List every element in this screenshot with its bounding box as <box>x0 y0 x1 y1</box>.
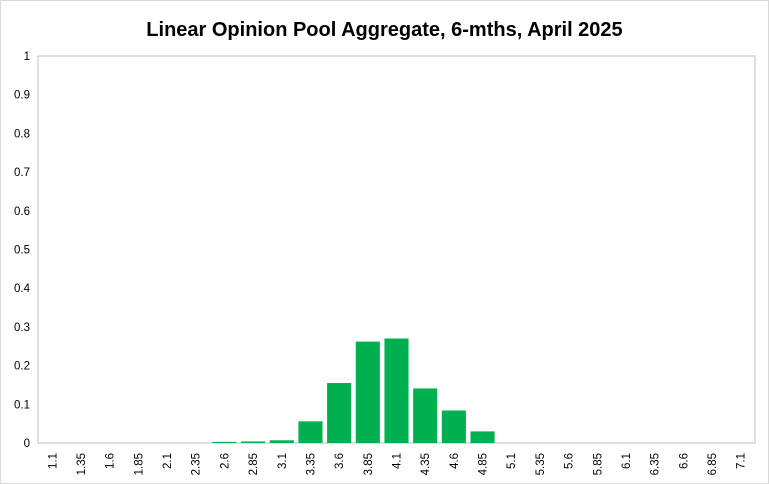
x-tick-label: 2.6 <box>219 453 231 469</box>
bar <box>327 383 352 443</box>
x-tick-label: 1.35 <box>76 453 88 475</box>
y-tick-label: 1 <box>24 51 30 63</box>
x-tick-label: 5.35 <box>535 453 547 475</box>
chart-title: Linear Opinion Pool Aggregate, 6-mths, A… <box>146 19 623 41</box>
bar <box>241 441 266 443</box>
bar <box>384 338 409 443</box>
y-tick-label: 0.9 <box>14 90 30 102</box>
x-tick-label: 2.35 <box>191 453 203 475</box>
x-tick-label: 3.6 <box>334 453 346 469</box>
x-tick-label: 1.1 <box>47 453 59 469</box>
x-tick-label: 4.1 <box>392 453 404 469</box>
bar <box>212 441 237 443</box>
x-tick-label: 4.6 <box>449 453 461 469</box>
x-tick-label: 1.85 <box>133 453 145 475</box>
y-tick-label: 0.1 <box>14 399 30 411</box>
x-tick-label: 1.6 <box>105 453 117 469</box>
x-tick-label: 3.1 <box>277 453 289 469</box>
bars <box>212 338 495 443</box>
y-tick-label: 0.4 <box>14 283 31 295</box>
x-tick-label: 4.35 <box>420 453 432 475</box>
x-axis: 1.1 1.35 1.6 1.85 2.1 2.35 2.6 2.85 3.1 3.35 3.6 3.… <box>47 453 747 475</box>
bar <box>269 440 294 443</box>
y-tick-label: 0.8 <box>14 128 30 140</box>
x-tick-label: 2.1 <box>162 453 174 469</box>
y-tick-label: 0.2 <box>14 361 30 373</box>
x-tick-label: 3.35 <box>305 453 317 475</box>
bar <box>441 410 466 443</box>
x-tick-label: 6.35 <box>650 453 662 475</box>
x-tick-label: 2.85 <box>248 453 260 475</box>
x-tick-label: 5.6 <box>564 453 576 469</box>
x-tick-label: 6.85 <box>707 453 719 475</box>
bar <box>413 388 438 443</box>
y-tick-label: 0.7 <box>14 167 30 179</box>
bar <box>355 341 380 443</box>
x-tick-label: 6.6 <box>678 453 690 469</box>
x-tick-label: 5.1 <box>506 453 518 469</box>
y-axis: 0 0.1 0.2 0.3 0.4 0.5 0.6 0.7 0.8 0.9 1 <box>14 51 31 450</box>
y-tick-label: 0.5 <box>14 245 30 257</box>
bar <box>298 421 323 443</box>
y-tick-label: 0 <box>24 438 30 450</box>
y-tick-label: 0.3 <box>14 322 30 334</box>
x-tick-label: 7.1 <box>736 453 748 469</box>
x-tick-label: 5.85 <box>592 453 604 475</box>
x-tick-label: 6.1 <box>621 453 633 469</box>
x-tick-label: 3.85 <box>363 453 375 475</box>
bar <box>470 431 495 443</box>
x-tick-label: 4.85 <box>478 453 490 475</box>
y-tick-label: 0.6 <box>14 206 30 218</box>
